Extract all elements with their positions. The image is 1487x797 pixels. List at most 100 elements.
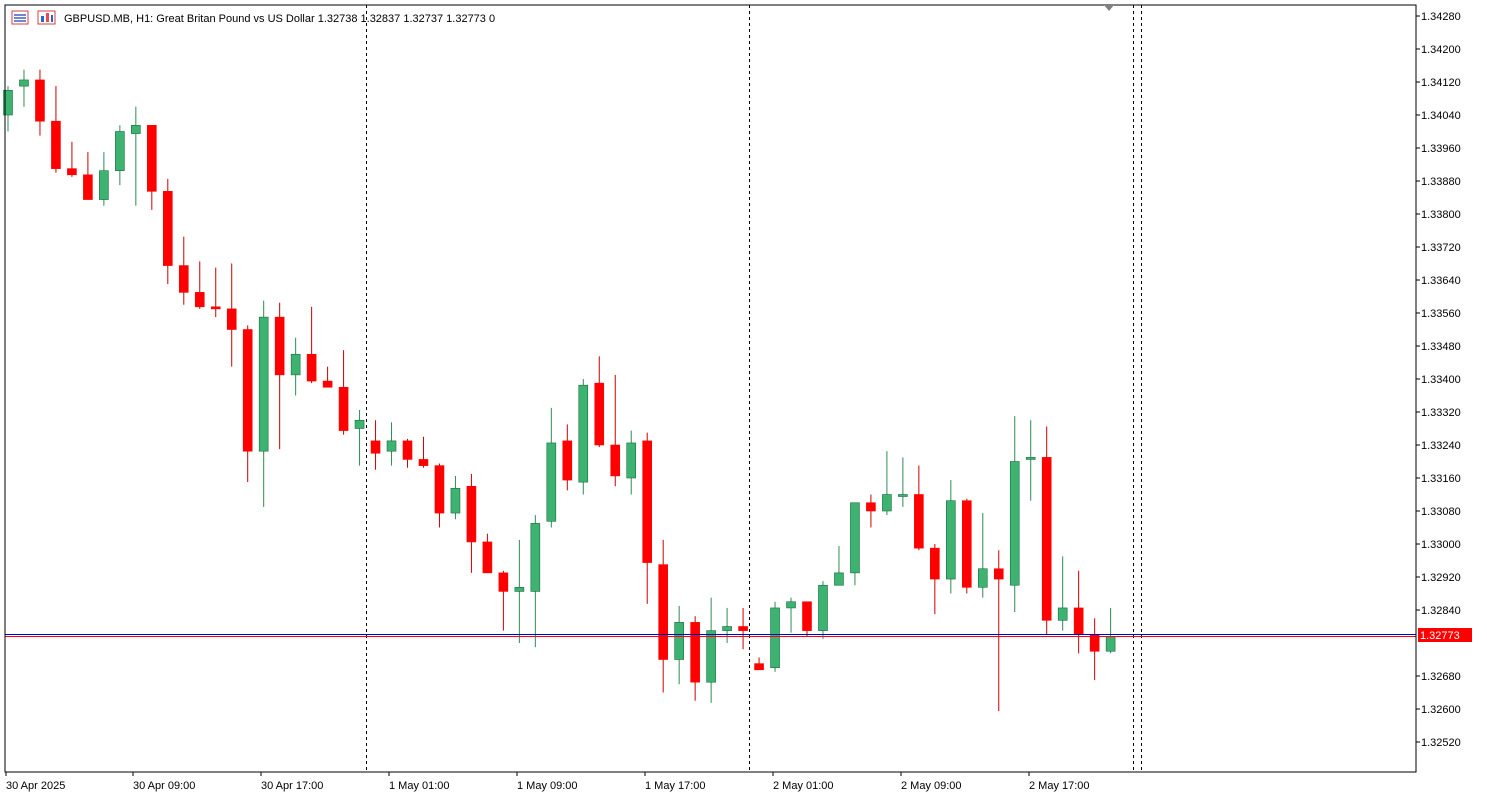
candle-body xyxy=(354,419,365,429)
bear-candle xyxy=(498,570,509,631)
candle-body xyxy=(498,572,509,592)
terminal-menu-icon[interactable] xyxy=(11,10,29,25)
time-tick-label: 1 May 01:00 xyxy=(389,780,450,792)
bear-candle xyxy=(482,533,493,574)
price-tick-label: 1.32520 xyxy=(1421,737,1461,749)
time-tick-label: 2 May 17:00 xyxy=(1029,780,1090,792)
candle-body xyxy=(1041,457,1052,621)
candle-body xyxy=(99,170,109,200)
candle-body xyxy=(434,465,445,514)
candle-body xyxy=(3,89,13,116)
candle-body xyxy=(194,292,205,308)
candle-body xyxy=(961,500,972,588)
candle-body xyxy=(450,488,461,514)
candle-body xyxy=(338,386,349,431)
time-tick-label: 2 May 09:00 xyxy=(901,780,962,792)
bear-candle xyxy=(306,306,317,384)
bull-candle xyxy=(1009,416,1020,613)
bear-candle xyxy=(226,263,237,367)
candle-body xyxy=(993,568,1004,580)
candle-body xyxy=(115,131,125,171)
time-tick-label: 30 Apr 17:00 xyxy=(261,780,323,792)
candle-body xyxy=(274,316,285,376)
bear-candle xyxy=(274,302,285,450)
bear-candle xyxy=(738,607,748,650)
price-tick-label: 1.33720 xyxy=(1421,242,1461,254)
day-separators xyxy=(366,5,1142,772)
candle-body xyxy=(930,547,940,580)
price-tick-label: 1.32600 xyxy=(1421,704,1461,716)
bear-candle xyxy=(690,616,700,701)
candle-body xyxy=(642,440,653,563)
bear-candle xyxy=(466,473,477,573)
plot-area-border xyxy=(4,4,1417,773)
candle-body xyxy=(1025,457,1036,460)
candle-body xyxy=(1105,636,1116,652)
bear-candle xyxy=(67,141,77,177)
price-tick-label: 1.34200 xyxy=(1421,44,1461,56)
candle-body xyxy=(226,308,237,330)
bear-candle xyxy=(83,152,93,200)
candle-body xyxy=(530,523,541,592)
candle-body xyxy=(306,353,317,382)
chart-properties-icon[interactable] xyxy=(37,10,56,25)
candle-body xyxy=(818,584,828,631)
candle-body xyxy=(51,120,61,169)
candle-body xyxy=(482,541,493,574)
bull-candle xyxy=(258,300,269,507)
candle-body xyxy=(658,564,668,660)
candle-body xyxy=(19,79,29,87)
price-tick-label: 1.33800 xyxy=(1421,209,1461,221)
bear-candle xyxy=(163,178,173,285)
price-tick-label: 1.33880 xyxy=(1421,176,1461,188)
candle-body xyxy=(594,382,605,446)
bull-candle xyxy=(834,546,844,586)
bear-candle xyxy=(642,432,653,604)
bear-candle xyxy=(322,366,333,388)
bear-candle xyxy=(370,420,381,470)
bull-candle xyxy=(706,597,716,703)
candle-body xyxy=(786,601,796,609)
candle-body xyxy=(802,601,812,631)
price-tick-label: 1.33160 xyxy=(1421,473,1461,485)
price-tick-label: 1.33640 xyxy=(1421,275,1461,287)
bear-candle xyxy=(562,424,573,491)
bear-candle xyxy=(866,494,876,528)
candle-body xyxy=(1057,607,1068,621)
price-tick-label: 1.32840 xyxy=(1421,605,1461,617)
candle-body xyxy=(242,329,253,452)
bull-candle xyxy=(3,86,13,132)
bull-candle xyxy=(530,515,541,648)
bear-candle xyxy=(658,539,668,693)
price-axis[interactable]: 1.34280 1.34200 1.34120 1.34040 1.33960 1.338… xyxy=(1416,11,1472,749)
current-price-tag: 1.32773 xyxy=(1418,628,1472,642)
bear-candle xyxy=(594,356,605,448)
bull-candle xyxy=(99,152,109,206)
bull-candle xyxy=(674,605,684,685)
price-tick-label: 1.33320 xyxy=(1421,407,1461,419)
candle-body xyxy=(770,607,780,669)
bull-candle xyxy=(626,430,637,495)
candle-body xyxy=(898,494,908,497)
time-axis[interactable]: 30 Apr 2025 30 Apr 09:00 30 Apr 17:00 1 May… xyxy=(5,772,1090,792)
chart-header: GBPUSD.MB, H1: Great Britan Pound vs US … xyxy=(11,10,495,25)
bear-candle xyxy=(993,550,1004,712)
time-tick-label: 1 May 09:00 xyxy=(517,780,578,792)
price-tick-label: 1.33400 xyxy=(1421,374,1461,386)
candle-body xyxy=(610,444,621,477)
candle-body xyxy=(514,587,525,592)
candle-body xyxy=(418,459,429,466)
candle-body xyxy=(466,485,477,543)
candle-body xyxy=(882,494,892,512)
bull-candle xyxy=(19,69,29,107)
candle-body xyxy=(546,442,557,522)
price-lines xyxy=(5,634,1416,637)
price-tick-label: 1.34040 xyxy=(1421,110,1461,122)
bear-candle xyxy=(35,69,45,136)
candle-body xyxy=(1009,461,1020,586)
bull-candle xyxy=(977,513,988,598)
bear-candle xyxy=(242,325,253,483)
bear-candle xyxy=(51,86,61,173)
shift-marker-icon[interactable] xyxy=(1104,5,1114,11)
